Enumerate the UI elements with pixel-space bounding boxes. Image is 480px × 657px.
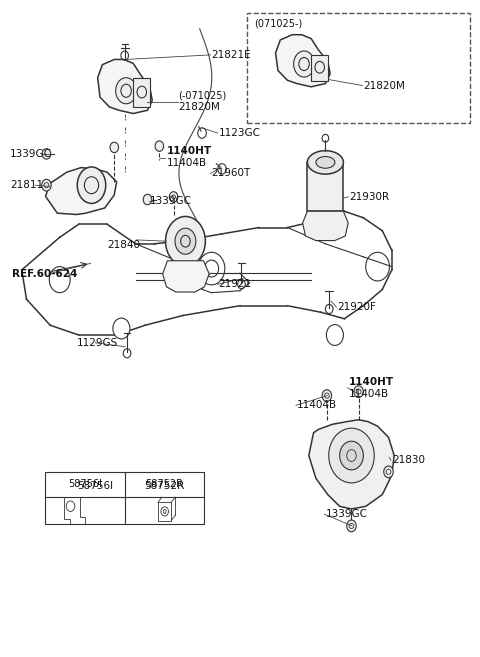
Ellipse shape (166, 216, 205, 266)
Text: 21840: 21840 (107, 240, 140, 250)
Ellipse shape (329, 428, 374, 483)
Text: 58756I: 58756I (77, 481, 113, 491)
Ellipse shape (198, 252, 225, 285)
Ellipse shape (354, 386, 363, 397)
Text: 1140HT: 1140HT (349, 377, 394, 387)
Text: 1339GC: 1339GC (150, 196, 192, 206)
Text: 11404B: 11404B (349, 389, 389, 399)
Bar (46, 472, 204, 524)
Text: 21821E: 21821E (212, 50, 251, 60)
Ellipse shape (175, 228, 196, 254)
Text: REF.60-624: REF.60-624 (12, 269, 78, 279)
Text: 21921: 21921 (219, 279, 252, 289)
Ellipse shape (294, 51, 314, 77)
Text: 21830: 21830 (392, 455, 425, 465)
Text: 21930R: 21930R (349, 192, 389, 202)
Text: 1123GC: 1123GC (219, 128, 261, 138)
Text: 21960T: 21960T (212, 168, 251, 179)
Ellipse shape (169, 192, 178, 202)
Ellipse shape (42, 179, 51, 191)
Ellipse shape (307, 150, 343, 174)
Ellipse shape (49, 267, 70, 292)
Bar (133, 78, 150, 107)
Ellipse shape (113, 318, 130, 339)
Polygon shape (46, 168, 117, 214)
Text: 21920F: 21920F (337, 302, 376, 312)
Text: 1339GC: 1339GC (325, 509, 367, 519)
Polygon shape (309, 420, 394, 509)
Text: 58752R: 58752R (146, 480, 184, 489)
Polygon shape (163, 261, 209, 292)
Ellipse shape (384, 466, 393, 478)
Text: (071025-): (071025-) (254, 18, 302, 29)
Ellipse shape (116, 78, 137, 104)
Text: 1140HT: 1140HT (167, 147, 212, 156)
Polygon shape (97, 59, 152, 114)
Text: 1339GC: 1339GC (10, 149, 52, 159)
Ellipse shape (42, 148, 51, 159)
Ellipse shape (77, 167, 106, 204)
Ellipse shape (347, 520, 356, 532)
Text: 21820M: 21820M (363, 81, 405, 91)
Ellipse shape (316, 156, 335, 168)
Bar (247, 12, 470, 124)
Text: 11404B: 11404B (297, 400, 337, 411)
Ellipse shape (143, 194, 152, 205)
Text: 21811: 21811 (10, 180, 43, 190)
Polygon shape (276, 35, 330, 87)
Text: (-071025): (-071025) (179, 90, 227, 101)
Ellipse shape (110, 142, 119, 152)
Text: 1129GS: 1129GS (76, 338, 118, 348)
Bar (307, 162, 343, 212)
Text: 58752R: 58752R (144, 481, 184, 491)
Polygon shape (302, 212, 348, 240)
Text: 58756I: 58756I (68, 480, 102, 489)
Ellipse shape (366, 252, 389, 281)
Bar (311, 55, 328, 81)
Ellipse shape (322, 390, 332, 401)
Text: 21820M: 21820M (179, 102, 220, 112)
Ellipse shape (340, 442, 363, 470)
Text: 11404B: 11404B (167, 158, 206, 168)
Ellipse shape (326, 325, 343, 346)
Ellipse shape (155, 141, 164, 151)
